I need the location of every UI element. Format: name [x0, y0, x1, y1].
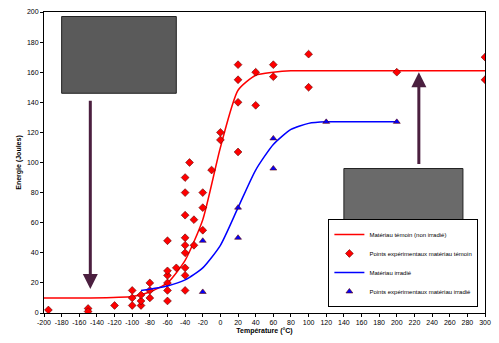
svg-text:100: 100	[303, 319, 315, 326]
svg-text:0: 0	[35, 309, 39, 316]
svg-text:40: 40	[31, 249, 39, 256]
svg-text:180: 180	[27, 39, 39, 46]
svg-text:300: 300	[479, 319, 491, 326]
svg-text:100: 100	[27, 159, 39, 166]
svg-text:Matériau témoin (non irradié): Matériau témoin (non irradié)	[369, 232, 446, 238]
svg-text:Température (°C): Température (°C)	[236, 327, 292, 335]
svg-text:-160: -160	[72, 319, 86, 326]
svg-text:160: 160	[27, 69, 39, 76]
svg-text:-80: -80	[145, 319, 155, 326]
svg-text:60: 60	[31, 219, 39, 226]
svg-text:-20: -20	[198, 319, 208, 326]
svg-text:80: 80	[31, 189, 39, 196]
svg-text:40: 40	[252, 319, 260, 326]
svg-text:-140: -140	[90, 319, 104, 326]
svg-text:-100: -100	[125, 319, 139, 326]
svg-text:-180: -180	[55, 319, 69, 326]
svg-text:60: 60	[269, 319, 277, 326]
svg-text:180: 180	[373, 319, 385, 326]
svg-text:Energie (Joules): Energie (Joules)	[15, 135, 23, 189]
svg-text:Matériau irradié: Matériau irradié	[369, 270, 411, 276]
svg-text:120: 120	[27, 129, 39, 136]
svg-text:-200: -200	[37, 319, 51, 326]
svg-text:220: 220	[409, 319, 421, 326]
svg-text:Points expérimentaux matériau: Points expérimentaux matériau témoin	[369, 251, 471, 257]
svg-text:260: 260	[444, 319, 456, 326]
svg-text:140: 140	[27, 99, 39, 106]
svg-text:160: 160	[356, 319, 368, 326]
svg-text:Points expérimentaux matériau: Points expérimentaux matériau irradié	[369, 289, 471, 295]
svg-text:120: 120	[320, 319, 332, 326]
svg-text:20: 20	[234, 319, 242, 326]
svg-text:20: 20	[31, 279, 39, 286]
svg-text:240: 240	[426, 319, 438, 326]
svg-text:-120: -120	[108, 319, 122, 326]
svg-text:80: 80	[287, 319, 295, 326]
svg-text:280: 280	[462, 319, 474, 326]
svg-text:0: 0	[218, 319, 222, 326]
svg-text:-40: -40	[180, 319, 190, 326]
svg-text:200: 200	[391, 319, 403, 326]
svg-text:140: 140	[338, 319, 350, 326]
svg-text:200: 200	[27, 8, 39, 15]
svg-text:-60: -60	[162, 319, 172, 326]
